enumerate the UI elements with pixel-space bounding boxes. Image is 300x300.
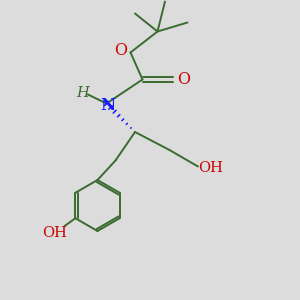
Text: OH: OH — [198, 161, 223, 175]
Text: H: H — [76, 86, 89, 100]
Text: N: N — [100, 97, 116, 113]
Text: O: O — [177, 71, 190, 88]
Text: O: O — [114, 42, 128, 58]
Text: OH: OH — [42, 226, 67, 240]
